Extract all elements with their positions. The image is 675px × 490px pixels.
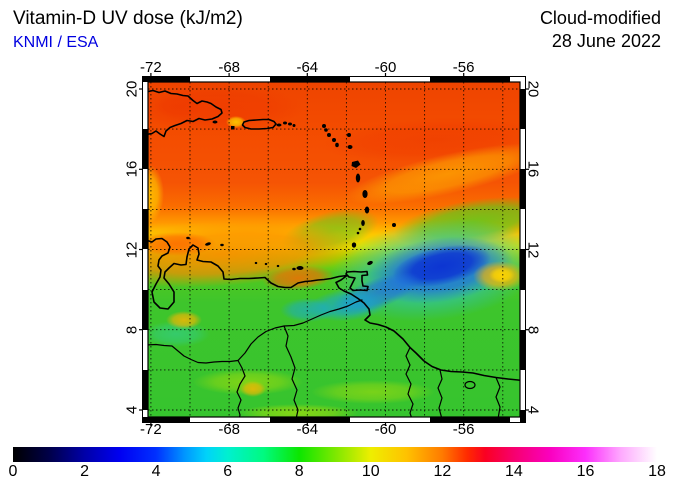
curacao-island [205,242,211,246]
barbados-island [392,223,396,227]
apure-river [148,343,239,364]
lat-tick-label-left: 4 [123,405,141,415]
st-vincent-island [361,220,365,226]
orinoco-river [237,299,363,362]
trinidad-coastline [345,270,369,292]
caroni-river [283,325,299,417]
lon-tick-label-top: -72 [140,59,162,76]
axis-ticks [139,73,529,426]
dominica-island [355,173,361,183]
lat-tick-label-left: 8 [123,325,141,334]
date-label: 28 June 2022 [551,31,661,51]
essequibo-river [405,346,414,417]
colorbar-tick-label: 18 [648,463,666,480]
colorbar-tick-label: 10 [361,463,380,480]
margarita-island [296,266,304,270]
antigua-island [347,145,353,149]
rivers [148,299,501,417]
header-right-block: Cloud-modified 28 June 2022 [540,7,661,53]
grenada-island [351,242,357,248]
lat-tick-label-left: 20 [123,80,141,98]
map-figure [138,72,530,427]
lat-tick-label-right: 12 [524,241,542,258]
lat-tick-label-left: 12 [123,241,141,258]
colorbar-tick-label: 4 [151,463,161,480]
lat-tick-label-right: 16 [524,160,542,178]
courantyne-river [437,369,443,417]
cloud-modified-label: Cloud-modified [539,8,661,28]
lat-tick-label-left: 16 [123,160,141,178]
orinoco-south-branch [236,359,246,417]
map-frame [139,73,529,426]
lon-tick-label-top: -60 [374,59,397,76]
barbuda-island [347,133,351,137]
lon-tick-label-top: -64 [296,59,319,76]
uv-dose-field [148,82,520,417]
lon-tick-label-bottom: -72 [140,421,162,438]
colorbar-tick-label: 8 [294,463,304,480]
maroni-river [495,376,501,417]
lon-tick-label-bottom: -68 [218,421,241,438]
colorbar-tick-label: 16 [576,463,595,480]
lon-tick-label-top: -56 [452,59,475,76]
tobago-island [367,260,373,266]
hispaniola-coastline [148,89,223,138]
lat-tick-label-right: 8 [524,325,542,334]
south-america-coastline [148,237,520,382]
lon-tick-label-top: -68 [218,59,241,76]
colorbar-tick-label: 6 [223,463,233,480]
mona-island [231,126,235,130]
colorbar-tick-label: 14 [505,463,523,480]
colorbar-tick-label: 12 [433,463,452,480]
page-title: Vitamin-D UV dose (kJ/m2) [13,8,243,29]
colorbar-tick-label: 0 [8,463,18,480]
martinique-island [362,190,368,198]
small-islands [186,120,396,271]
map-canvas [139,73,529,426]
river-island-outline [464,380,476,390]
bonaire-island [220,243,224,247]
guadeloupe-island [351,160,361,168]
lon-tick-label-bottom: -56 [452,421,475,438]
puerto-rico-coastline [241,118,277,130]
data-source-label: KNMI / ESA [13,34,99,51]
coastlines [148,89,520,382]
lon-tick-label-bottom: -60 [374,421,397,438]
colorbar-gradient [13,447,657,462]
st-lucia-island [364,206,370,214]
lat-tick-label-right: 20 [524,80,542,98]
lat-tick-label-right: 4 [524,405,542,415]
colorbar-tick-label: 2 [80,463,89,480]
lon-tick-label-bottom: -64 [296,421,319,438]
aruba-island [186,236,190,240]
